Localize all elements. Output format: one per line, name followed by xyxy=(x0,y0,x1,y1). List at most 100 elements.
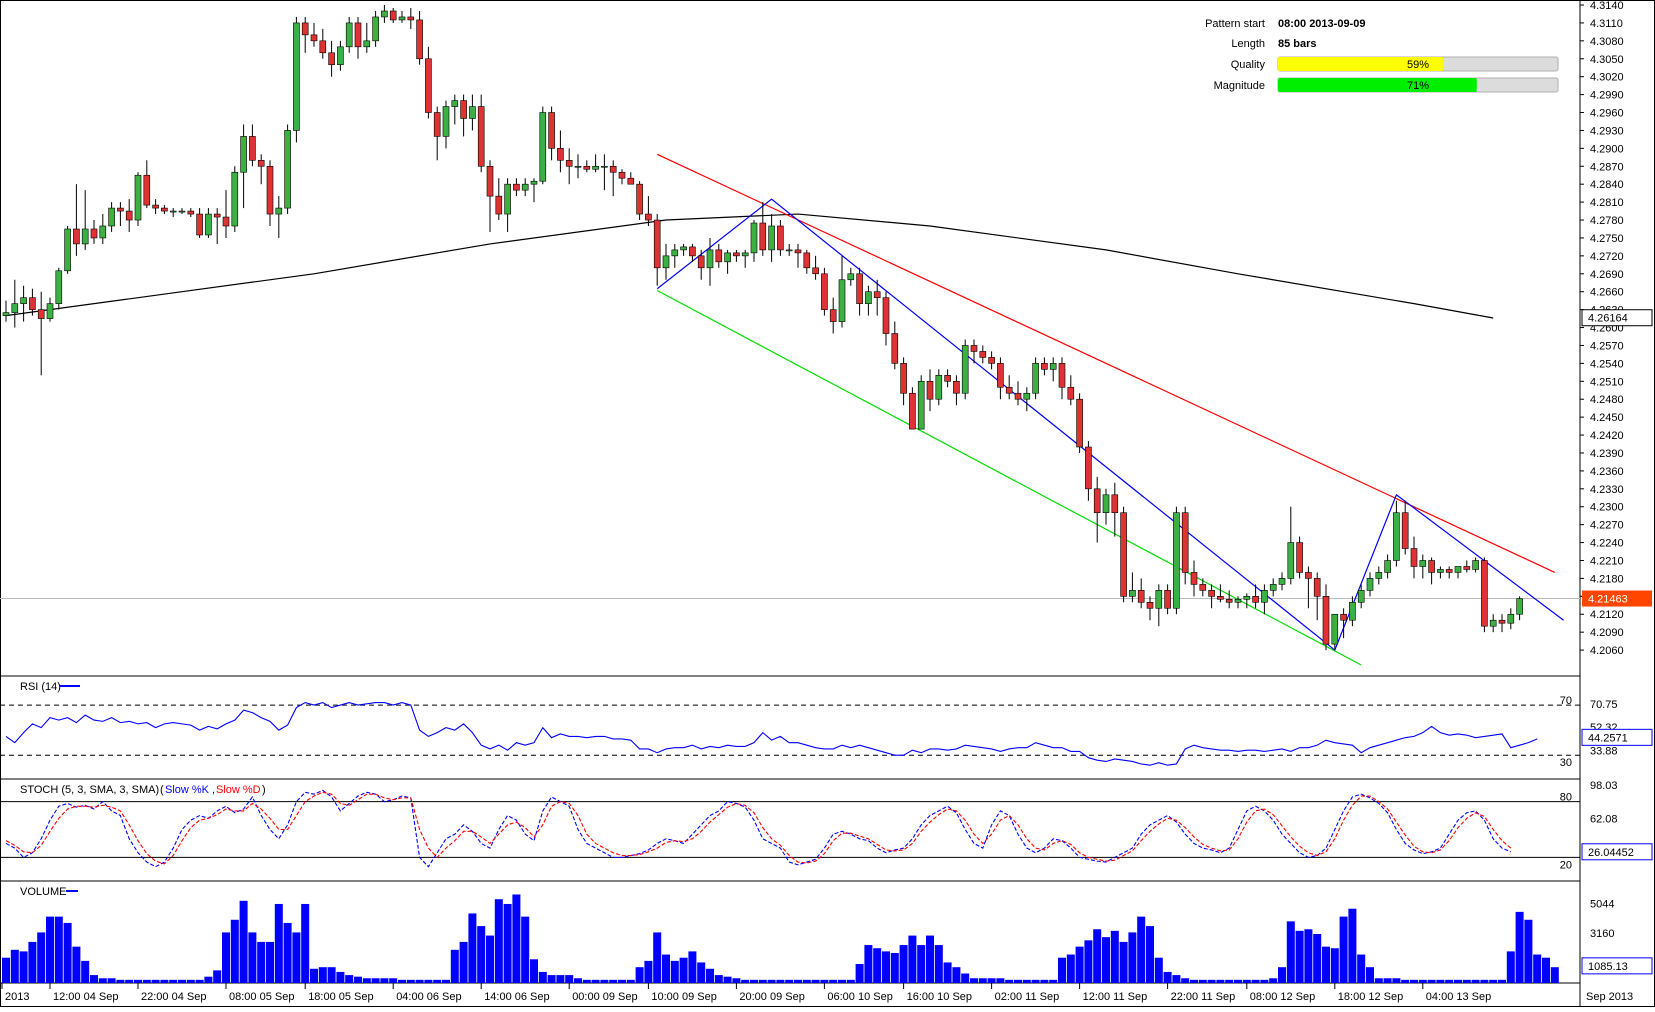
volume-bar xyxy=(547,975,556,983)
time-tick-label: 12:00 11 Sep xyxy=(1083,991,1148,1003)
candle-body xyxy=(1049,363,1057,370)
candle-body xyxy=(1437,569,1444,573)
candle-body xyxy=(970,345,978,352)
volume-bar xyxy=(1383,978,1392,983)
volume-bar xyxy=(1313,934,1322,983)
stoch-legend-paren: ( xyxy=(160,784,164,796)
volume-bar xyxy=(758,979,767,983)
volume-bar xyxy=(618,979,626,983)
moving-average-line xyxy=(5,213,1494,319)
volume-bar xyxy=(1410,979,1418,983)
price-tick-label: 4.2720 xyxy=(1590,251,1624,263)
candle-body xyxy=(1093,488,1101,514)
candle-body xyxy=(1102,494,1110,514)
volume-bar xyxy=(46,916,54,983)
candle-body xyxy=(117,207,124,212)
candle-body xyxy=(988,357,995,364)
candle-body xyxy=(1032,363,1039,394)
volume-bar xyxy=(1498,979,1506,983)
volume-bar xyxy=(732,978,741,983)
candle-body xyxy=(1375,572,1383,579)
price-tick-label: 4.3080 xyxy=(1590,36,1624,48)
candle-body xyxy=(1190,572,1198,585)
stoch-value-box xyxy=(1581,843,1653,861)
candle-body xyxy=(697,255,705,269)
candle-body xyxy=(1252,596,1259,603)
volume-bar xyxy=(1542,957,1550,983)
volume-bar xyxy=(1181,978,1190,983)
volume-bar xyxy=(996,978,1005,983)
stoch-value-label: 26.04452 xyxy=(1588,847,1634,859)
candle-body xyxy=(1269,584,1277,591)
volume-bar xyxy=(19,951,28,983)
price-tick-label: 4.2300 xyxy=(1590,502,1624,514)
ma-value-label: 4.26164 xyxy=(1588,313,1628,325)
volume-bar xyxy=(1110,930,1119,983)
candle-body xyxy=(944,375,951,382)
price-tick-label: 4.2990 xyxy=(1590,90,1624,102)
volume-bar xyxy=(1154,957,1163,983)
volume-bar xyxy=(688,951,697,983)
volume-bar xyxy=(679,957,688,983)
candle-body xyxy=(345,22,353,48)
candle-body xyxy=(1349,601,1356,621)
stoch-tick-label: 98.03 xyxy=(1590,780,1618,792)
volume-bar xyxy=(1242,979,1251,983)
candle-body xyxy=(618,171,626,179)
candle-body xyxy=(1041,363,1048,370)
candle-body xyxy=(1217,596,1224,600)
candle-body xyxy=(636,183,643,215)
price-tick-label: 4.2270 xyxy=(1590,520,1624,532)
candle-body xyxy=(1173,512,1180,609)
volume-tick-label: 5044 xyxy=(1590,898,1614,910)
volume-bar xyxy=(81,960,90,983)
candle-body xyxy=(337,46,344,66)
rsi-value-box xyxy=(1581,728,1653,746)
candle-body xyxy=(442,106,450,137)
volume-bar xyxy=(1418,979,1427,983)
volume-bar xyxy=(63,922,72,983)
price-tick-label: 4.2750 xyxy=(1590,233,1624,245)
candle-body xyxy=(205,213,212,236)
candle-body xyxy=(715,249,723,263)
time-tick-label: 22:00 04 Sep xyxy=(141,991,206,1003)
stoch-legend-d: Slow %D xyxy=(216,784,261,796)
candle-body xyxy=(1313,578,1321,597)
quality-bar-fill xyxy=(1278,57,1444,71)
candle-body xyxy=(1428,560,1435,573)
volume-bar xyxy=(239,900,248,983)
candle-body xyxy=(1516,598,1523,615)
volume-bar xyxy=(846,979,855,983)
volume-bar xyxy=(1489,979,1498,983)
candle-body xyxy=(838,279,846,322)
zigzag-line xyxy=(656,198,1564,652)
volume-bar xyxy=(829,979,838,983)
candle-body xyxy=(134,174,142,221)
candle-body xyxy=(1384,560,1391,573)
volume-bar xyxy=(195,979,204,983)
candle-body xyxy=(64,228,71,272)
volume-bar xyxy=(116,979,125,983)
volume-bar xyxy=(890,952,899,983)
candle-body xyxy=(363,40,371,48)
volume-bar xyxy=(1471,979,1480,983)
volume-bar xyxy=(714,975,723,983)
time-tick-label: 12:00 04 Sep xyxy=(53,991,118,1003)
candle-body xyxy=(1278,578,1286,585)
candle-body xyxy=(1243,596,1251,600)
ma-value-box xyxy=(1581,309,1653,327)
volume-bar xyxy=(1454,979,1462,983)
candle-body xyxy=(284,130,291,209)
candle-body xyxy=(750,222,758,254)
candle-body xyxy=(733,252,740,257)
candle-body xyxy=(1410,548,1418,567)
price-tick-label: 4.2570 xyxy=(1590,340,1624,352)
candle-body xyxy=(1208,590,1215,597)
volume-bar xyxy=(1102,937,1110,983)
stoch-series-line xyxy=(5,791,1512,865)
volume-bar xyxy=(1322,946,1330,983)
volume-bar xyxy=(1137,916,1146,983)
volume-bar xyxy=(354,976,362,983)
volume-bar xyxy=(406,979,415,983)
